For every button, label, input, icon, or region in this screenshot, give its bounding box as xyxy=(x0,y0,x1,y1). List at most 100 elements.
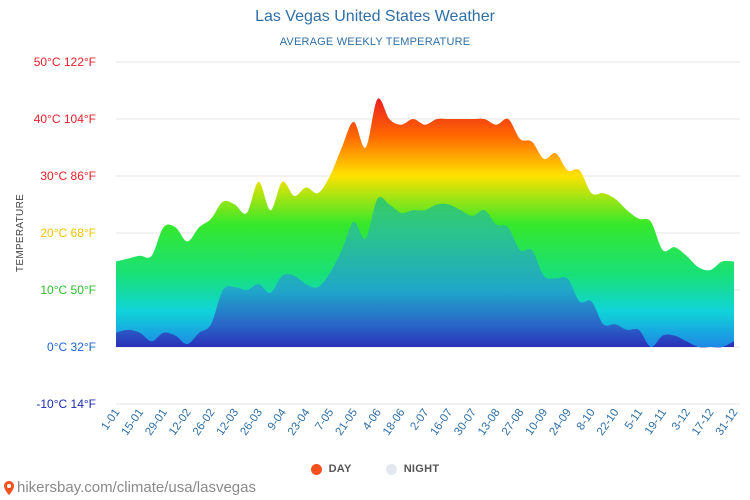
night-point[interactable] xyxy=(601,322,605,326)
night-point[interactable] xyxy=(209,322,213,326)
night-point[interactable] xyxy=(589,299,593,303)
night-point[interactable] xyxy=(459,208,463,212)
day-point[interactable] xyxy=(708,268,712,272)
day-point[interactable] xyxy=(328,174,332,178)
night-point[interactable] xyxy=(162,331,166,335)
day-point[interactable] xyxy=(304,185,308,189)
day-point[interactable] xyxy=(637,217,641,221)
night-point[interactable] xyxy=(269,291,273,295)
legend-item-night[interactable]: NIGHT xyxy=(385,463,440,475)
day-point[interactable] xyxy=(114,260,118,264)
night-point[interactable] xyxy=(494,222,498,226)
day-point[interactable] xyxy=(601,191,605,195)
day-point[interactable] xyxy=(269,208,273,212)
night-point[interactable] xyxy=(732,339,736,343)
day-point[interactable] xyxy=(482,117,486,121)
day-point[interactable] xyxy=(209,217,213,221)
day-point[interactable] xyxy=(138,254,142,258)
night-point[interactable] xyxy=(245,288,249,292)
night-point[interactable] xyxy=(411,208,415,212)
day-point[interactable] xyxy=(387,117,391,121)
day-point[interactable] xyxy=(245,211,249,215)
day-point[interactable] xyxy=(364,146,368,150)
night-point[interactable] xyxy=(578,299,582,303)
day-point[interactable] xyxy=(162,225,166,229)
day-point[interactable] xyxy=(292,194,296,198)
night-point[interactable] xyxy=(542,274,546,278)
legend-item-day[interactable]: DAY xyxy=(310,463,352,475)
night-point[interactable] xyxy=(328,271,332,275)
day-point[interactable] xyxy=(684,254,688,258)
day-point[interactable] xyxy=(518,137,522,141)
day-point[interactable] xyxy=(399,123,403,127)
night-point[interactable] xyxy=(352,220,356,224)
night-point[interactable] xyxy=(554,277,558,281)
night-series-area[interactable] xyxy=(116,196,734,348)
night-point[interactable] xyxy=(530,248,534,252)
night-point[interactable] xyxy=(280,274,284,278)
day-point[interactable] xyxy=(649,220,653,224)
night-point[interactable] xyxy=(673,334,677,338)
day-point[interactable] xyxy=(471,117,475,121)
day-point[interactable] xyxy=(578,168,582,172)
day-point[interactable] xyxy=(257,180,261,184)
night-point[interactable] xyxy=(447,203,451,207)
day-point[interactable] xyxy=(506,117,510,121)
day-point[interactable] xyxy=(221,200,225,204)
source-footer[interactable]: hikersbay.com/climate/usa/lasvegas xyxy=(4,479,256,496)
night-point[interactable] xyxy=(173,334,177,338)
day-point[interactable] xyxy=(435,117,439,121)
day-point[interactable] xyxy=(696,265,700,269)
day-point[interactable] xyxy=(459,117,463,121)
day-point[interactable] xyxy=(589,191,593,195)
night-point[interactable] xyxy=(185,342,189,346)
night-point[interactable] xyxy=(138,331,142,335)
day-point[interactable] xyxy=(233,203,237,207)
night-point[interactable] xyxy=(518,248,522,252)
night-point[interactable] xyxy=(197,331,201,335)
day-point[interactable] xyxy=(720,260,724,264)
day-point[interactable] xyxy=(530,140,534,144)
night-point[interactable] xyxy=(399,211,403,215)
day-point[interactable] xyxy=(732,260,736,264)
day-point[interactable] xyxy=(447,117,451,121)
day-point[interactable] xyxy=(423,123,427,127)
night-point[interactable] xyxy=(506,225,510,229)
night-point[interactable] xyxy=(126,328,130,332)
night-point[interactable] xyxy=(387,203,391,207)
night-point[interactable] xyxy=(661,334,665,338)
day-point[interactable] xyxy=(375,97,379,101)
day-point[interactable] xyxy=(625,208,629,212)
night-point[interactable] xyxy=(423,208,427,212)
night-point[interactable] xyxy=(292,274,296,278)
day-point[interactable] xyxy=(554,151,558,155)
night-point[interactable] xyxy=(566,277,570,281)
night-point[interactable] xyxy=(471,214,475,218)
night-point[interactable] xyxy=(482,208,486,212)
day-point[interactable] xyxy=(173,225,177,229)
day-point[interactable] xyxy=(613,197,617,201)
day-point[interactable] xyxy=(566,168,570,172)
day-point[interactable] xyxy=(661,248,665,252)
day-point[interactable] xyxy=(197,225,201,229)
day-point[interactable] xyxy=(340,146,344,150)
night-point[interactable] xyxy=(720,345,724,349)
night-point[interactable] xyxy=(684,339,688,343)
night-point[interactable] xyxy=(340,248,344,252)
day-point[interactable] xyxy=(494,123,498,127)
day-point[interactable] xyxy=(126,257,130,261)
night-point[interactable] xyxy=(316,285,320,289)
night-point[interactable] xyxy=(708,345,712,349)
night-point[interactable] xyxy=(435,203,439,207)
night-point[interactable] xyxy=(375,197,379,201)
day-point[interactable] xyxy=(673,245,677,249)
night-point[interactable] xyxy=(257,282,261,286)
night-point[interactable] xyxy=(649,345,653,349)
day-point[interactable] xyxy=(280,180,284,184)
night-point[interactable] xyxy=(696,345,700,349)
night-point[interactable] xyxy=(233,285,237,289)
night-point[interactable] xyxy=(613,322,617,326)
night-point[interactable] xyxy=(221,288,225,292)
night-point[interactable] xyxy=(150,339,154,343)
day-point[interactable] xyxy=(352,120,356,124)
